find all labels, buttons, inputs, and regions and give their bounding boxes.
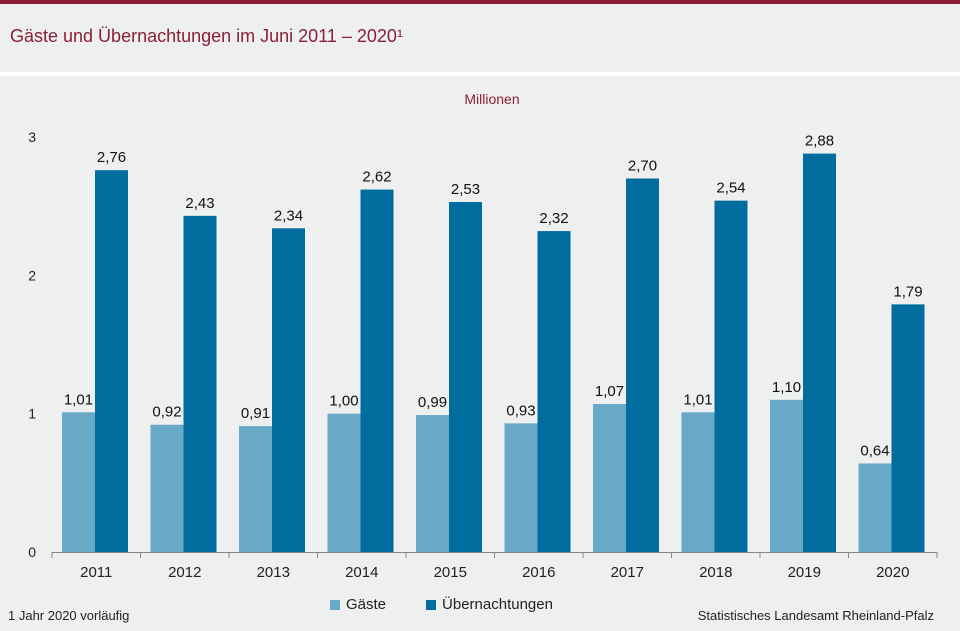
bar-uebernachtungen bbox=[95, 170, 128, 552]
legend-item-gaeste: Gäste bbox=[330, 596, 386, 613]
data-label: 1,10 bbox=[772, 379, 801, 396]
y-tick-label: 1 bbox=[28, 406, 36, 422]
x-tick-label: 2014 bbox=[345, 564, 378, 581]
source-note: Statistisches Landesamt Rheinland-Pfalz bbox=[697, 608, 934, 623]
bar-gaeste bbox=[593, 403, 626, 552]
y-tick-label: 0 bbox=[28, 544, 36, 560]
x-tick-label: 2013 bbox=[257, 564, 290, 581]
bar-gaeste bbox=[416, 415, 449, 552]
data-label: 1,00 bbox=[329, 393, 358, 410]
data-label: 1,07 bbox=[595, 383, 624, 400]
x-tick-label: 2019 bbox=[788, 564, 821, 581]
title-divider bbox=[0, 72, 960, 76]
bar-uebernachtungen bbox=[449, 202, 482, 552]
data-label: 1,79 bbox=[893, 283, 922, 300]
legend-label-gaeste: Gäste bbox=[346, 596, 387, 613]
data-label: 2,32 bbox=[539, 210, 568, 227]
bar-uebernachtungen bbox=[272, 228, 305, 553]
bar-uebernachtungen bbox=[803, 153, 836, 552]
data-label: 0,99 bbox=[418, 394, 447, 411]
data-label: 0,93 bbox=[506, 402, 535, 419]
bar-gaeste bbox=[770, 399, 803, 552]
data-label: 2,54 bbox=[716, 180, 745, 197]
bar-gaeste bbox=[681, 412, 715, 552]
x-tick-label: 2016 bbox=[522, 564, 555, 581]
bar-uebernachtungen bbox=[537, 231, 571, 553]
legend-item-uebernachtungen: Übernachtungen bbox=[426, 596, 553, 613]
data-label: 1,01 bbox=[64, 391, 93, 408]
bar-uebernachtungen bbox=[626, 178, 659, 552]
bar-gaeste bbox=[239, 426, 272, 552]
data-label: 2,62 bbox=[362, 169, 391, 186]
unit-label: Millionen bbox=[464, 91, 519, 107]
legend-swatch-gaeste bbox=[330, 599, 340, 610]
data-label: 1,01 bbox=[683, 391, 712, 408]
bar-gaeste bbox=[150, 424, 184, 552]
x-tick-label: 2020 bbox=[876, 564, 909, 581]
legend: Gäste Übernachtungen bbox=[330, 596, 553, 613]
bar-uebernachtungen bbox=[891, 304, 925, 552]
bar-uebernachtungen bbox=[360, 189, 394, 553]
x-tick-label: 2012 bbox=[168, 564, 201, 581]
x-tick-label: 2015 bbox=[434, 564, 467, 581]
data-label: 2,34 bbox=[274, 207, 303, 224]
x-tick-label: 2017 bbox=[611, 564, 644, 581]
data-label: 2,53 bbox=[451, 181, 480, 198]
chart-title: Gäste und Übernachtungen im Juni 2011 – … bbox=[10, 26, 403, 46]
x-tick-label: 2018 bbox=[699, 564, 732, 581]
bar-uebernachtungen bbox=[714, 200, 748, 552]
footnote: 1 Jahr 2020 vorläufig bbox=[8, 608, 130, 623]
y-tick-label: 2 bbox=[28, 267, 36, 283]
x-tick-label: 2011 bbox=[80, 564, 112, 581]
data-label: 0,92 bbox=[152, 404, 181, 421]
bar-gaeste bbox=[327, 413, 361, 552]
data-label: 2,88 bbox=[805, 133, 834, 150]
data-label: 0,91 bbox=[241, 405, 270, 422]
data-label: 0,64 bbox=[860, 442, 889, 459]
data-label: 2,76 bbox=[97, 149, 126, 166]
legend-label-uebernachtungen: Übernachtungen bbox=[442, 596, 553, 613]
data-label: 2,43 bbox=[185, 195, 214, 212]
bar-gaeste bbox=[62, 412, 95, 552]
bar-gaeste bbox=[858, 463, 892, 552]
legend-swatch-uebernachtungen bbox=[426, 599, 437, 610]
bar-uebernachtungen bbox=[183, 215, 217, 552]
bar-gaeste bbox=[504, 423, 538, 552]
y-tick-label: 3 bbox=[28, 129, 36, 145]
top-accent-bar bbox=[0, 0, 960, 4]
data-label: 2,70 bbox=[628, 158, 657, 175]
